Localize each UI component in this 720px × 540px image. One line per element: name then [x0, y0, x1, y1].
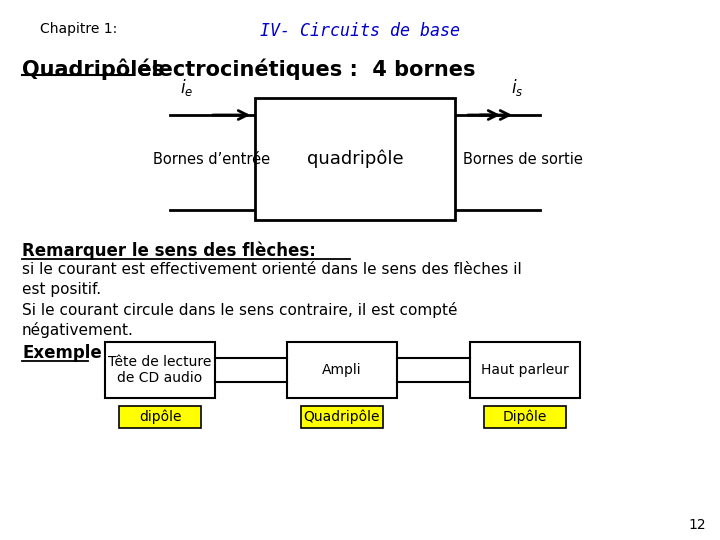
- Text: $i_s$: $i_s$: [510, 77, 523, 98]
- Text: Dipôle: Dipôle: [503, 410, 547, 424]
- Bar: [255, 98, 455, 220]
- Text: quadripôle: quadripôle: [307, 150, 403, 168]
- Text: Ampli: Ampli: [322, 363, 362, 377]
- Text: si le courant est effectivement orienté dans le sens des flèches il: si le courant est effectivement orienté …: [22, 262, 522, 277]
- Text: Exemple: Exemple: [22, 344, 102, 362]
- Text: 12: 12: [688, 518, 706, 532]
- Text: Chapitre 1:: Chapitre 1:: [40, 22, 117, 36]
- Text: Remarquer le sens des flèches:: Remarquer le sens des flèches:: [22, 242, 316, 260]
- Text: $i_e$: $i_e$: [181, 77, 194, 98]
- Bar: [301, 406, 383, 428]
- Text: Haut parleur: Haut parleur: [481, 363, 569, 377]
- Text: négativement.: négativement.: [22, 322, 134, 338]
- Bar: [105, 342, 215, 398]
- Text: est positif.: est positif.: [22, 282, 101, 297]
- Text: dipôle: dipôle: [139, 410, 181, 424]
- Bar: [287, 342, 397, 398]
- Text: IV- Circuits de base: IV- Circuits de base: [260, 22, 460, 40]
- Text: Quadripôles: Quadripôles: [22, 58, 164, 79]
- Text: Bornes de sortie: Bornes de sortie: [463, 152, 583, 167]
- Bar: [470, 342, 580, 398]
- Text: Si le courant circule dans le sens contraire, il est compté: Si le courant circule dans le sens contr…: [22, 302, 457, 318]
- Text: électrocinétiques :  4 bornes: électrocinétiques : 4 bornes: [130, 58, 475, 79]
- Text: Bornes d’entrée: Bornes d’entrée: [153, 152, 271, 167]
- Text: Tête de lecture
de CD audio: Tête de lecture de CD audio: [108, 355, 212, 385]
- Bar: [119, 406, 201, 428]
- Bar: [484, 406, 566, 428]
- Text: Quadripôle: Quadripôle: [304, 410, 380, 424]
